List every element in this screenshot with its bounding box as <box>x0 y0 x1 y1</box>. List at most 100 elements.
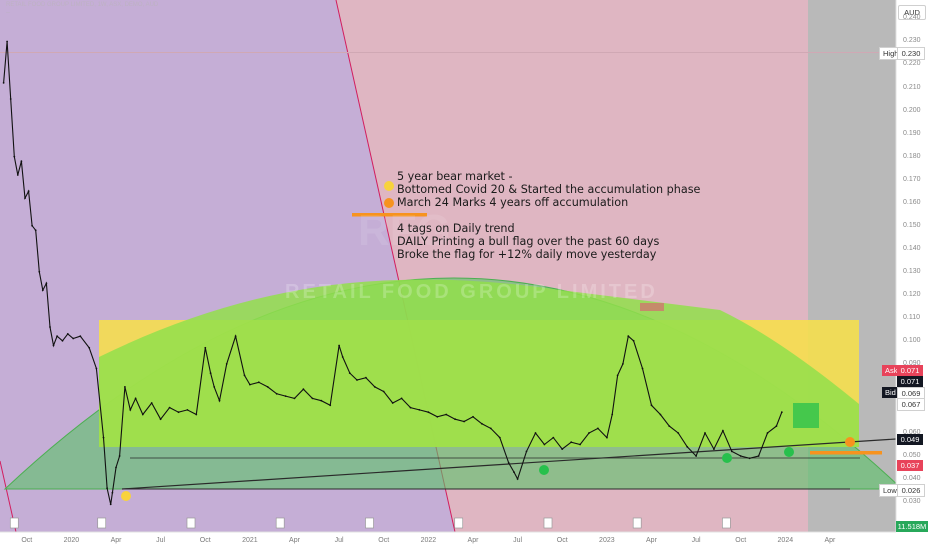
annotation-line-1: 5 year bear market - <box>397 170 513 183</box>
price-tick-label: 0.140 <box>903 244 921 252</box>
price-point <box>72 337 75 340</box>
price-point <box>543 443 546 446</box>
price-tick-label: 0.130 <box>903 267 921 275</box>
price-tick-label: 0.190 <box>903 129 921 137</box>
time-tick-label: 2020 <box>63 537 80 544</box>
price-point <box>341 356 344 358</box>
level-tag-049: 0.049 <box>897 434 923 445</box>
price-point <box>418 409 421 411</box>
annotation-line-5: DAILY Printing a bull flag over the past… <box>397 235 660 248</box>
watermark-symbol: RFG <box>358 206 451 255</box>
time-axis-bg <box>0 532 896 550</box>
earnings-marker[interactable] <box>632 517 642 529</box>
price-point <box>588 432 590 434</box>
earnings-marker[interactable] <box>365 517 374 529</box>
ask-tag-value: 0.071 <box>897 365 923 376</box>
price-point <box>106 487 108 490</box>
price-point <box>766 432 769 434</box>
symbol-line: RETAIL FOOD GROUP LIMITED, 1W, ASX, DEMO… <box>6 2 159 8</box>
time-tick-label: Oct <box>21 537 33 544</box>
price-point <box>266 386 269 388</box>
price-point <box>9 98 12 100</box>
price-point <box>249 383 251 386</box>
time-tick-label: Apr <box>289 537 300 544</box>
green-dot-2 <box>722 453 732 463</box>
price-point <box>311 397 314 400</box>
bid-tag-label: Bid <box>882 387 899 398</box>
price-point <box>293 397 296 400</box>
price-tick-label: 0.110 <box>903 313 920 321</box>
orange-line-annotation <box>352 213 427 217</box>
orange-line-right <box>810 451 882 455</box>
earnings-marker[interactable] <box>9 517 19 529</box>
price-point <box>507 462 510 464</box>
time-tick-label: Oct <box>378 537 390 544</box>
orange-dot <box>845 437 855 447</box>
price-point <box>20 160 23 163</box>
earnings-marker[interactable] <box>454 517 464 529</box>
price-tick-label: 0.210 <box>903 83 921 91</box>
price-point <box>436 415 439 418</box>
annotation-line-6: Broke the flag for +12% daily move yeste… <box>397 248 657 261</box>
low-tag-value: 0.026 <box>897 484 925 497</box>
price-series <box>2 40 783 506</box>
earnings-marker[interactable] <box>543 517 553 529</box>
price-point <box>498 436 501 439</box>
ask-tag-label: Ask <box>882 365 901 376</box>
price-point <box>61 339 64 342</box>
price-point <box>579 443 581 446</box>
price-point <box>338 344 340 347</box>
currency-button[interactable]: AUD <box>898 5 926 20</box>
price-point <box>38 270 41 273</box>
price-point <box>141 413 144 416</box>
level-tag-037: 0.037 <box>897 460 923 471</box>
price-tick-label: 0.160 <box>903 198 921 206</box>
price-point <box>382 390 385 393</box>
price-point <box>320 399 323 402</box>
price-point <box>641 367 644 370</box>
price-point <box>6 40 8 43</box>
price-tick-label: 0.240 <box>903 14 921 22</box>
price-point <box>150 402 153 404</box>
price-point <box>209 372 212 374</box>
price-point <box>481 422 483 425</box>
price-tick-label: 0.030 <box>903 498 921 506</box>
price-point <box>204 346 207 349</box>
annotation-line-4: 4 tags on Daily trend <box>397 222 515 235</box>
price-point <box>284 395 287 397</box>
earnings-marker[interactable] <box>97 517 107 529</box>
price-point <box>409 406 412 409</box>
green-overlap-box <box>99 279 859 447</box>
price-tick-label: 0.090 <box>903 359 921 367</box>
price-point <box>134 397 137 400</box>
price-point <box>373 386 376 388</box>
price-point <box>329 404 332 407</box>
price-point <box>445 413 448 416</box>
price-point <box>275 392 278 395</box>
price-point <box>400 397 403 400</box>
time-tick-label: Jul <box>691 537 701 544</box>
price-point <box>31 224 33 227</box>
time-tick-label: Apr <box>824 537 836 544</box>
annotation-line-2: Bottomed Covid 20 & Started the accumula… <box>397 183 701 196</box>
volume-tag: 11.518M <box>896 521 928 532</box>
price-point <box>627 335 630 338</box>
price-tick-label: 0.230 <box>903 37 921 45</box>
bull-flag-box <box>793 403 819 428</box>
price-point <box>463 420 465 423</box>
price-point <box>534 432 537 434</box>
price-point <box>454 418 456 421</box>
price-point <box>168 406 171 409</box>
price-point <box>45 282 48 285</box>
time-tick-label: Oct <box>735 537 747 544</box>
earnings-marker[interactable] <box>275 517 285 529</box>
time-tick-label: 2024 <box>777 537 794 544</box>
legend-orange-dot <box>384 198 394 208</box>
price-point <box>195 413 198 416</box>
price-point <box>115 466 117 469</box>
earnings-marker[interactable] <box>722 517 731 529</box>
earnings-marker[interactable] <box>186 517 196 529</box>
price-point <box>622 363 624 365</box>
time-tick-label: 2021 <box>242 537 258 544</box>
